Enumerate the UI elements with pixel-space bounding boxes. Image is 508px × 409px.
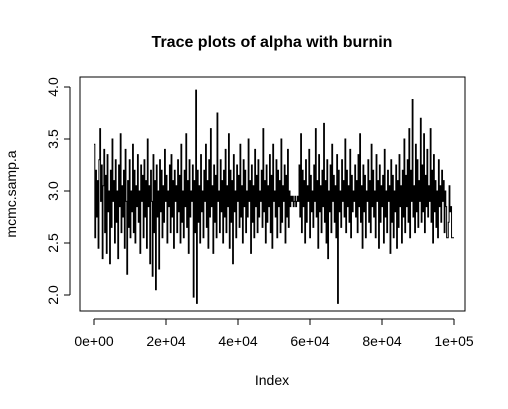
y-tick-label: 2.5 [45,233,61,253]
y-tick-label: 3.0 [45,181,61,201]
x-tick-label: 2e+04 [146,333,186,349]
y-tick-label: 4.0 [45,77,61,97]
x-axis: 0e+00 2e+04 4e+04 6e+04 8e+04 1e+05 [74,318,474,349]
chart-title: Trace plots of alpha with burnin [152,34,393,51]
y-tick-label: 2.0 [45,285,61,305]
plot-frame [79,76,466,312]
x-tick-label: 1e+05 [434,333,474,349]
x-tick-label: 4e+04 [218,333,258,349]
x-tick-label: 8e+04 [362,333,402,349]
x-tick-label: 0e+00 [74,333,114,349]
y-axis-label: mcmc.samp.a [3,150,19,237]
x-tick-label: 6e+04 [290,333,330,349]
trace-line [94,89,454,304]
y-tick-label: 3.5 [45,129,61,149]
y-axis: 2.0 2.5 3.0 3.5 4.0 [45,77,71,305]
x-axis-label: Index [255,372,289,388]
